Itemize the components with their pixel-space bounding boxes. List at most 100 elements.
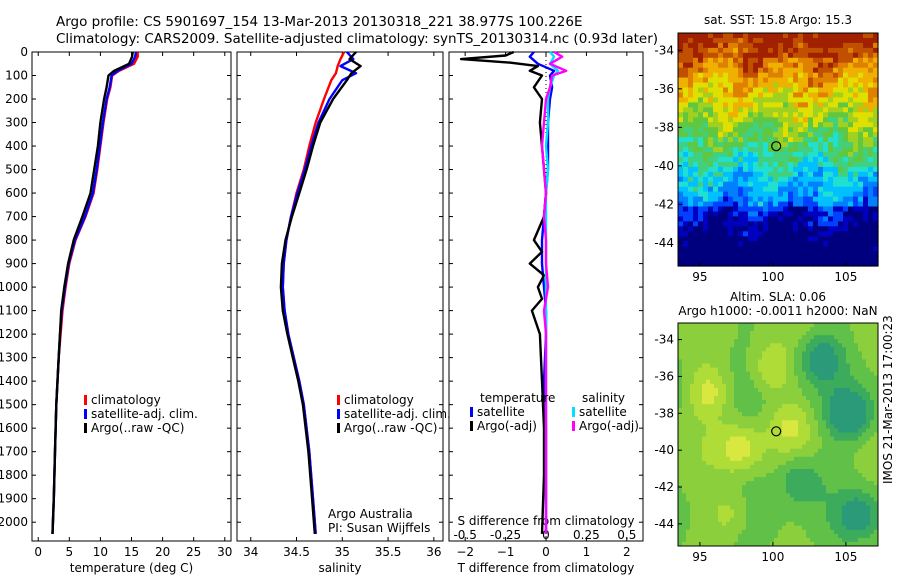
salinity-diff-tick-label: 0 [542, 528, 550, 542]
salinity-climatology-line [281, 51, 346, 534]
lat-tick-label: -34 [654, 43, 674, 57]
legend-label: climatology [344, 393, 414, 407]
legend-swatch [470, 407, 473, 417]
lat-tick-label: -42 [654, 197, 674, 211]
legend-label: satellite-adj. clim. [91, 407, 198, 421]
depth-tick-label: 900 [5, 257, 28, 271]
legend-label: satellite [477, 405, 525, 419]
lon-tick-label: 95 [692, 550, 707, 564]
x-axis-label: temperature (deg C) [70, 561, 193, 575]
legend-label: Argo(..raw -QC) [344, 421, 437, 435]
legend-group-title: salinity [582, 391, 625, 405]
depth-tick-label: 1100 [0, 304, 28, 318]
lat-tick-label: -34 [654, 333, 674, 347]
x-axis-label: T difference from climatology [457, 561, 635, 575]
temperature-tick-label: 5 [65, 545, 73, 559]
depth-tick-label: 1400 [0, 374, 28, 388]
salinity-argo-line [279, 51, 362, 534]
salinity-diff-tick-label: -0.25 [490, 528, 521, 542]
sla-raster [678, 323, 879, 547]
legend-group-title: temperature [480, 391, 555, 405]
x-axis-label: salinity [318, 561, 361, 575]
difference-tick-label: 1 [583, 545, 591, 559]
difference-tick-label: 0 [542, 545, 550, 559]
legend-label: satellite [579, 405, 627, 419]
lat-tick-label: -42 [654, 480, 674, 494]
sla-map-title-line: Altim. SLA: 0.06 [730, 290, 826, 304]
title-line-1: Argo profile: CS 5901697_154 13-Mar-2013… [56, 14, 583, 30]
temperature-argo-line [51, 51, 134, 534]
legend-label: climatology [91, 393, 161, 407]
depth-tick-label: 800 [5, 233, 28, 247]
legend-swatch [572, 421, 575, 431]
legend-label: satellite-adj. clim. [344, 407, 451, 421]
argo-float-marker [771, 141, 782, 152]
depth-tick-label: 200 [5, 92, 28, 106]
depth-tick-label: 1200 [0, 327, 28, 341]
salinity-diff-tick-label: -0.5 [453, 528, 476, 542]
lat-tick-label: -36 [654, 82, 674, 96]
lat-tick-label: -40 [654, 443, 674, 457]
sst-map-panel: sat. SST: 15.8 Argo: 15.3 95 100 105 -34 -36 -… [654, 13, 879, 284]
temperature-tick-label: 30 [217, 545, 232, 559]
salinity-tick-label: 35.5 [375, 545, 402, 559]
depth-tick-label: 1000 [0, 280, 28, 294]
legend-label: Argo(-adj) [579, 419, 639, 433]
legend-label: Argo(..raw -QC) [91, 421, 184, 435]
difference-tick-label: −1 [497, 545, 515, 559]
salinity-tick-label: 35 [335, 545, 350, 559]
lon-tick-label: 105 [834, 270, 857, 284]
salinity-diff-tick-label: 0.5 [617, 528, 636, 542]
legend-swatch [337, 409, 340, 419]
salinity-panel: 34 34.5 35 35.5 36 salinity climatologysatelli… [236, 51, 451, 575]
depth-tick-label: 100 [5, 69, 28, 83]
depth-tick-label: 1700 [0, 445, 28, 459]
temperature-panel: 0100200300400500600700800900100011001200… [0, 45, 232, 575]
lat-tick-label: -44 [654, 517, 674, 531]
lat-tick-label: -40 [654, 159, 674, 173]
depth-tick-label: 700 [5, 210, 28, 224]
lat-tick-label: -38 [654, 120, 674, 134]
legend-swatch [470, 421, 473, 431]
lat-tick-label: -38 [654, 406, 674, 420]
title-line-2: Climatology: CARS2009. Satellite-adjuste… [56, 31, 658, 47]
salinity-tick-label: 36 [426, 545, 441, 559]
temperature-tick-label: 15 [124, 545, 139, 559]
legend-swatch [572, 407, 575, 417]
legend-swatch [337, 423, 340, 433]
difference-temp-satellite-line [528, 51, 556, 534]
depth-tick-label: 0 [20, 45, 28, 59]
argo-float-marker [771, 426, 782, 437]
salinity-diff-tick-label: 0.25 [573, 528, 600, 542]
lat-tick-label: -44 [654, 236, 674, 250]
temperature-satellite-clim-line [51, 51, 138, 534]
depth-tick-label: 600 [5, 186, 28, 200]
watermark: IMOS 21-Mar-2013 17:00:23 [881, 315, 895, 484]
lon-tick-label: 100 [761, 550, 784, 564]
difference-sal-argo-line [540, 50, 568, 534]
difference-temp-argo-line [459, 50, 548, 534]
depth-tick-label: 400 [5, 139, 28, 153]
difference-tick-label: 2 [623, 545, 631, 559]
lon-tick-label: 100 [761, 270, 784, 284]
legend-swatch [84, 395, 87, 405]
legend-swatch [84, 409, 87, 419]
depth-tick-label: 1900 [0, 492, 28, 506]
difference-panel: −2 −1 0 1 2 T difference from climatology -0.5… [448, 50, 644, 575]
depth-tick-label: 1500 [0, 398, 28, 412]
depth-tick-label: 1300 [0, 351, 28, 365]
depth-tick-label: 300 [5, 116, 28, 130]
legend-label: Argo(-adj) [477, 419, 537, 433]
temperature-tick-label: 10 [93, 545, 108, 559]
difference-tick-label: −2 [456, 545, 474, 559]
lon-tick-label: 95 [692, 270, 707, 284]
credit-text: Argo Australia [328, 507, 413, 521]
salinity-tick-label: 34.5 [283, 545, 310, 559]
depth-tick-label: 1800 [0, 468, 28, 482]
sst-raster [678, 33, 879, 267]
lon-tick-label: 105 [834, 550, 857, 564]
lat-tick-label: -36 [654, 369, 674, 383]
depth-tick-label: 2000 [0, 515, 28, 529]
plot-frame [236, 51, 444, 542]
